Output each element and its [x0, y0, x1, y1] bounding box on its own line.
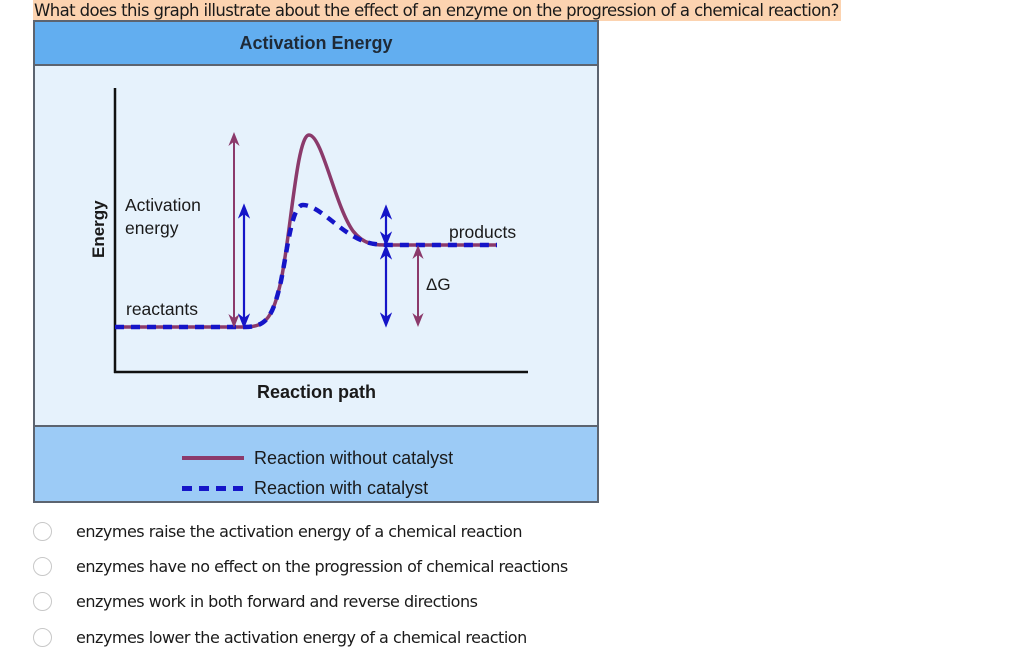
answer-option-4[interactable]: enzymes lower the activation energy of a… — [33, 621, 527, 653]
answer-option-label[interactable]: enzymes lower the activation energy of a… — [76, 627, 527, 647]
legend-item-without-catalyst: Reaction without catalyst — [182, 446, 453, 470]
y-axis-label: Energy — [89, 200, 108, 258]
figure-title: Activation Energy — [239, 32, 393, 53]
figure-header: Activation Energy — [35, 22, 597, 66]
radio-button-2[interactable] — [33, 556, 52, 576]
activation-energy-label-line2: energy — [125, 218, 179, 238]
legend-item-with-catalyst: Reaction with catalyst — [182, 476, 428, 500]
products-label: products — [449, 222, 516, 242]
delta-g-label: ΔG — [426, 275, 451, 294]
activation-energy-label-line1: Activation — [125, 195, 201, 215]
curve-with-catalyst — [115, 202, 497, 330]
answer-option-label[interactable]: enzymes work in both forward and reverse… — [76, 591, 478, 611]
chart-legend: Reaction without catalyst Reaction with … — [35, 427, 597, 501]
answer-option-2[interactable]: enzymes have no effect on the progressio… — [33, 550, 568, 582]
solid-line-swatch-icon — [182, 456, 244, 460]
energy-diagram: Energy Reaction path Activation energy r… — [35, 66, 597, 427]
answer-option-label[interactable]: enzymes have no effect on the progressio… — [76, 556, 568, 576]
legend-label-without-catalyst: Reaction without catalyst — [254, 447, 454, 468]
question-text: What does this graph illustrate about th… — [33, 0, 841, 21]
reactants-label: reactants — [126, 299, 198, 319]
answer-option-label[interactable]: enzymes raise the activation energy of a… — [76, 521, 522, 541]
activation-energy-figure: Activation Energy Energy Reaction path A… — [33, 20, 599, 503]
energy-chart-svg: Energy Reaction path Activation energy r… — [89, 88, 528, 402]
legend-label-with-catalyst: Reaction with catalyst — [254, 477, 429, 498]
answer-option-3[interactable]: enzymes work in both forward and reverse… — [33, 585, 478, 617]
radio-button-4[interactable] — [33, 627, 52, 647]
dashed-line-swatch-icon — [182, 485, 244, 491]
radio-button-3[interactable] — [33, 591, 52, 611]
radio-button-1[interactable] — [33, 521, 52, 541]
x-axis-label: Reaction path — [257, 382, 376, 402]
answer-option-1[interactable]: enzymes raise the activation energy of a… — [33, 515, 522, 547]
